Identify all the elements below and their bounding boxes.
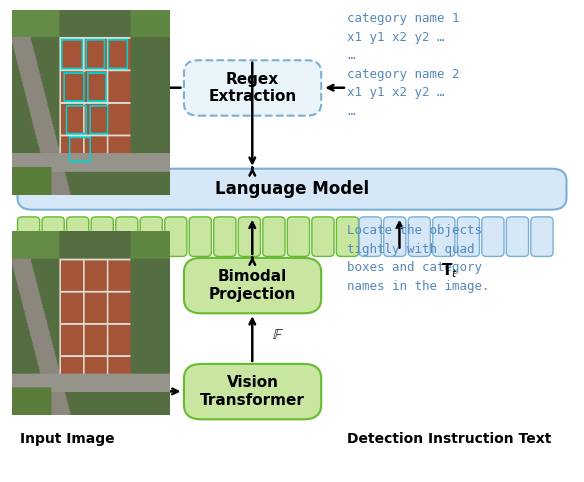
FancyBboxPatch shape <box>359 217 381 256</box>
Text: Locate the objects
tightly with quad
boxes and category
names in the image.: Locate the objects tightly with quad box… <box>347 224 490 293</box>
Text: Regex
Extraction: Regex Extraction <box>208 72 297 104</box>
FancyBboxPatch shape <box>184 60 321 116</box>
FancyBboxPatch shape <box>531 217 553 256</box>
Text: Input Image: Input Image <box>20 432 114 446</box>
FancyBboxPatch shape <box>263 217 285 256</box>
FancyBboxPatch shape <box>165 217 187 256</box>
FancyBboxPatch shape <box>214 217 236 256</box>
FancyBboxPatch shape <box>312 217 334 256</box>
FancyBboxPatch shape <box>140 217 162 256</box>
FancyBboxPatch shape <box>189 217 211 256</box>
Text: Language Model: Language Model <box>215 180 369 198</box>
FancyBboxPatch shape <box>336 217 359 256</box>
FancyBboxPatch shape <box>184 258 321 313</box>
FancyBboxPatch shape <box>408 217 430 256</box>
FancyBboxPatch shape <box>184 364 321 419</box>
FancyBboxPatch shape <box>457 217 479 256</box>
FancyBboxPatch shape <box>18 169 566 210</box>
Text: $\mathbb{F}$: $\mathbb{F}$ <box>272 327 284 343</box>
FancyBboxPatch shape <box>67 217 89 256</box>
FancyBboxPatch shape <box>482 217 504 256</box>
FancyBboxPatch shape <box>18 217 40 256</box>
FancyBboxPatch shape <box>91 217 113 256</box>
FancyBboxPatch shape <box>238 217 260 256</box>
FancyBboxPatch shape <box>42 217 64 256</box>
Text: Detection Instruction Text: Detection Instruction Text <box>347 432 552 446</box>
Text: $\mathbf{T}_t$: $\mathbf{T}_t$ <box>441 261 458 280</box>
Text: category name 1
x1 y1 x2 y2 …
…
category name 2
x1 y1 x2 y2 …
…: category name 1 x1 y1 x2 y2 … … category… <box>347 12 460 118</box>
FancyBboxPatch shape <box>116 217 138 256</box>
FancyBboxPatch shape <box>384 217 406 256</box>
FancyBboxPatch shape <box>506 217 529 256</box>
FancyBboxPatch shape <box>287 217 310 256</box>
Text: Bimodal
Projection: Bimodal Projection <box>209 269 296 302</box>
Text: $\mathbf{T}_v$: $\mathbf{T}_v$ <box>93 261 112 280</box>
FancyBboxPatch shape <box>433 217 455 256</box>
Text: Vision
Transformer: Vision Transformer <box>200 375 305 408</box>
